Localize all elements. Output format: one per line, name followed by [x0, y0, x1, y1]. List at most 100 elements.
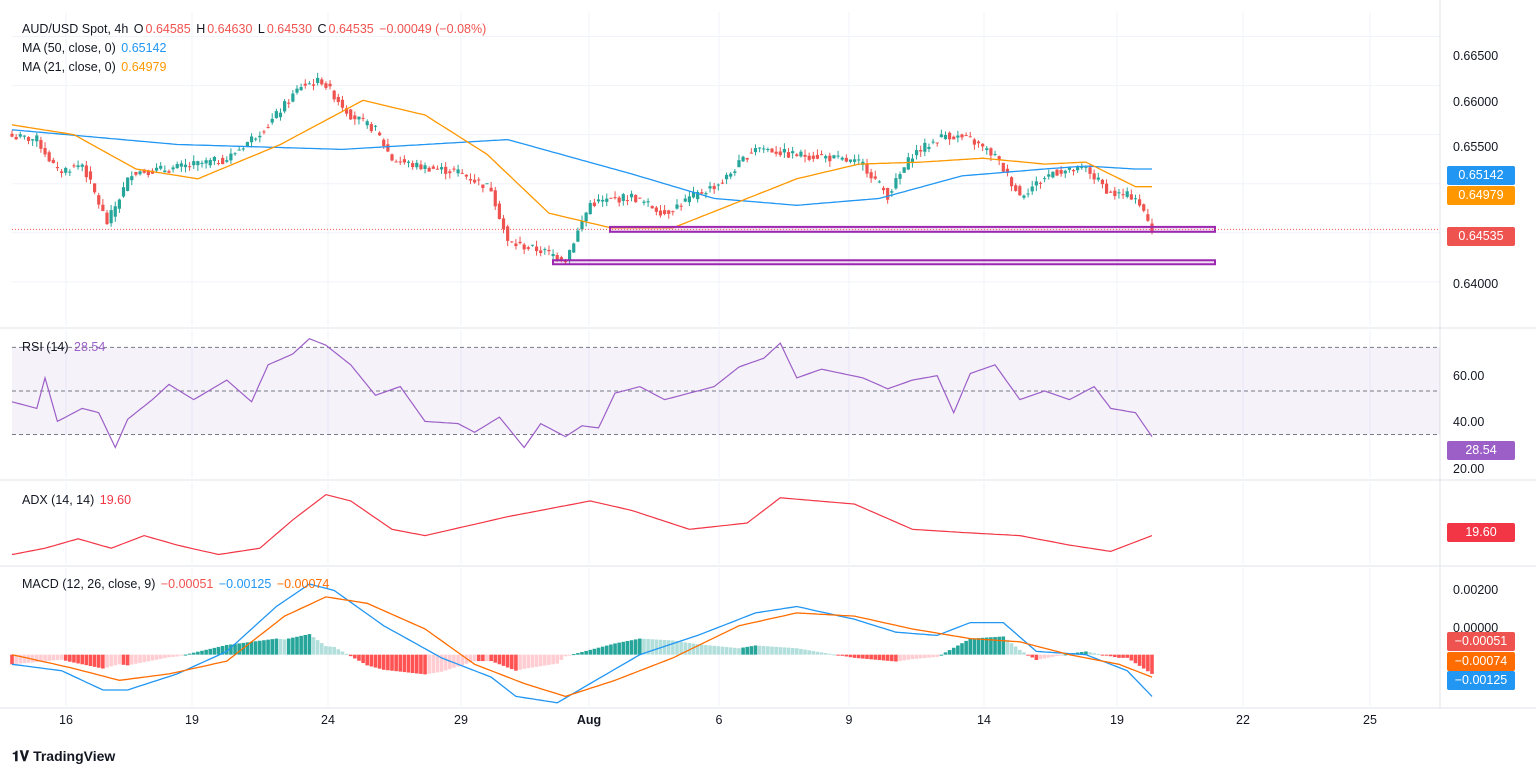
macd-histogram-bar — [964, 640, 968, 655]
candle — [580, 221, 584, 230]
candle — [555, 255, 559, 260]
candle — [778, 151, 782, 156]
candle — [406, 161, 411, 163]
macd-histogram-bar — [410, 654, 415, 673]
macd-line-badge: −0.00125 — [1447, 671, 1515, 690]
macd-histogram-bar — [848, 654, 853, 658]
candle — [671, 211, 675, 213]
candle — [373, 125, 378, 127]
candle — [31, 139, 35, 141]
candle — [415, 162, 419, 168]
macd-histogram-bar — [1092, 653, 1096, 655]
macd-histogram-bar — [1133, 654, 1138, 664]
macd-histogram-bar — [30, 654, 35, 663]
macd-histogram-bar — [361, 654, 365, 664]
macd-histogram-bar — [439, 654, 444, 672]
candle — [1146, 214, 1150, 221]
candle — [985, 148, 989, 151]
candle — [262, 131, 266, 133]
candle — [774, 151, 778, 154]
macd-histogram-bar — [113, 654, 118, 666]
macd-histogram-bar — [633, 639, 638, 655]
rsi-tick-label: 60.00 — [1453, 369, 1485, 383]
candle — [737, 160, 741, 168]
macd-histogram-bar — [216, 646, 221, 655]
candle — [188, 166, 192, 168]
candle — [712, 185, 716, 190]
candle — [435, 168, 440, 170]
legend-macd-label: MACD (12, 26, close, 9) — [22, 577, 156, 591]
candle — [456, 169, 460, 174]
candle — [452, 168, 456, 170]
macd-histogram-bar — [1059, 654, 1063, 656]
macd-histogram-bar — [224, 645, 229, 655]
candle — [1109, 191, 1113, 193]
last-price-badge: 0.64535 — [1447, 227, 1515, 246]
candle — [898, 174, 902, 179]
macd-histogram-bar — [617, 642, 621, 655]
legend-macd-hist: −0.00051 — [160, 577, 214, 591]
candle — [729, 173, 733, 177]
macd-histogram-bar — [687, 642, 692, 655]
candle — [245, 141, 250, 147]
macd-histogram-bar — [1113, 654, 1117, 658]
macd-histogram-bar — [340, 651, 345, 655]
legend-low: 0.64530 — [266, 22, 313, 36]
macd-histogram-bar — [704, 645, 708, 655]
candle — [349, 109, 353, 120]
candle — [906, 157, 910, 170]
macd-histogram-bar — [386, 654, 390, 671]
macd-histogram-bar — [249, 641, 254, 655]
candle — [857, 159, 861, 161]
macd-histogram-bar — [200, 650, 204, 655]
macd-histogram-bar — [39, 654, 43, 662]
candle — [526, 247, 530, 249]
candle — [163, 170, 167, 173]
candle — [658, 210, 663, 216]
macd-histogram-bar — [179, 654, 184, 656]
candle — [568, 250, 572, 261]
macd-histogram-bar — [295, 636, 299, 655]
candle — [881, 187, 886, 191]
rsi-tick-label: 40.00 — [1453, 415, 1485, 429]
macd-histogram-bar — [1146, 654, 1150, 672]
macd-histogram-bar — [315, 640, 320, 655]
macd-histogram-bar — [1046, 654, 1051, 658]
candle — [254, 138, 258, 140]
macd-histogram-bar — [662, 639, 667, 655]
macd-histogram-bar — [109, 654, 113, 667]
legend-ohlc: AUD/USD Spot, 4h O 0.64585 H 0.64630 L 0.64… — [22, 22, 488, 36]
candle — [171, 167, 175, 170]
macd-histogram-bar — [237, 643, 241, 655]
candle — [204, 160, 208, 164]
candle — [646, 201, 650, 203]
macd-histogram-bar — [10, 654, 14, 665]
macd-histogram-bar — [402, 654, 407, 673]
tradingview-logo[interactable]: 𝟏𝐕 TradingView — [12, 748, 115, 765]
macd-histogram-bar — [567, 654, 572, 656]
candle — [357, 116, 361, 120]
candle — [939, 134, 943, 138]
macd-histogram-bar — [757, 645, 762, 655]
candle — [221, 157, 225, 165]
candle — [328, 83, 332, 87]
macd-histogram-bar — [274, 638, 279, 655]
candle — [1034, 181, 1038, 186]
candle — [679, 205, 683, 207]
macd-histogram-bar — [691, 643, 696, 655]
candle — [117, 199, 121, 209]
macd-histogram-bar — [332, 646, 336, 655]
macd-histogram-bar — [18, 654, 23, 664]
candle — [35, 135, 39, 142]
macd-histogram-bar — [584, 650, 588, 655]
candle — [534, 246, 539, 252]
macd-histogram-bar — [497, 654, 502, 665]
macd-histogram-bar — [856, 654, 861, 659]
macd-histogram-bar — [1096, 653, 1101, 655]
candle — [506, 226, 510, 241]
candle — [179, 163, 183, 167]
macd-histogram-bar — [72, 654, 76, 663]
macd-histogram-bar — [423, 654, 427, 675]
candle — [402, 159, 406, 163]
candle — [1026, 193, 1030, 195]
